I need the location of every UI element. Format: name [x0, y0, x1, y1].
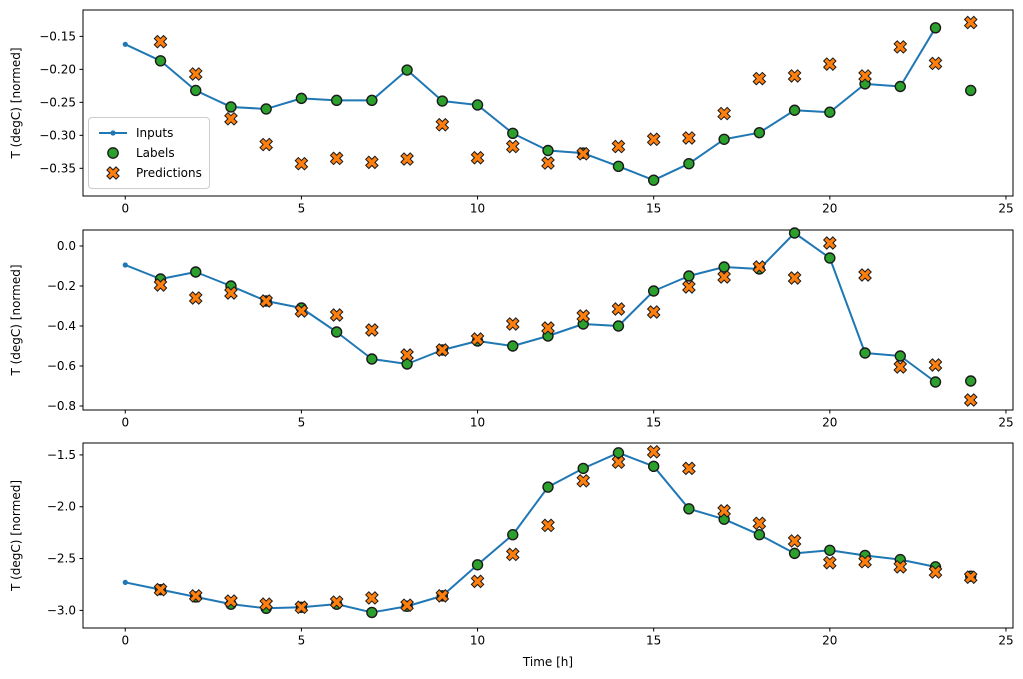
legend-item-predictions: Predictions [97, 163, 202, 183]
x-tick-label: 20 [822, 416, 837, 430]
x-tick-label: 5 [298, 202, 306, 216]
x-axis-label: Time [h] [522, 655, 573, 669]
labels-scatter [154, 447, 977, 619]
y-axis-label: T (degC) [normed] [9, 47, 23, 159]
y-tick-label: −0.6 [47, 359, 76, 373]
predictions-scatter [153, 15, 978, 171]
labels-scatter [154, 227, 977, 388]
x-tick-label: 20 [822, 202, 837, 216]
x-tick-label: 10 [470, 634, 485, 648]
x-tick-label: 10 [470, 416, 485, 430]
y-axis-label: T (degC) [normed] [9, 480, 23, 592]
subplot-3-axes [82, 442, 1014, 629]
x-tick-label: 25 [998, 202, 1013, 216]
x-tick-label: 15 [646, 634, 661, 648]
x-tick-label: 10 [470, 202, 485, 216]
y-tick-label: −0.15 [39, 29, 76, 43]
y-axis-label: T (degC) [normed] [9, 264, 23, 376]
subplot-3: 0 5 10 15 20 25 −1.5 −2.0 −2.5 −3.0 T (degC) [norm… [9, 442, 1014, 648]
y-tick-label: −2.0 [47, 500, 76, 514]
legend-label-inputs: Inputs [136, 126, 174, 140]
x-tick-label: 0 [121, 416, 129, 430]
subplot-1-axes [82, 9, 1014, 197]
y-tick-label: −0.35 [39, 161, 76, 175]
subplot-2-axes [82, 229, 1014, 411]
x-tick-label: 5 [298, 634, 306, 648]
y-tick-label: −0.25 [39, 95, 76, 109]
x-tick-label: 0 [121, 202, 129, 216]
labels-scatter [154, 22, 977, 186]
y-tick-label: −0.20 [39, 62, 76, 76]
subplot-1: 0 5 10 15 20 25 −0.15 −0.20 −0.25 −0.30 −0.35 T (de… [9, 9, 1014, 216]
legend-label-predictions: Predictions [136, 166, 202, 180]
legend-label-labels: Labels [136, 146, 175, 160]
x-axis-ticks: 0 5 10 15 20 25 [121, 196, 1014, 216]
labels-circle-icon [107, 147, 119, 159]
legend: Inputs Labels Predictions [88, 117, 210, 189]
y-axis-ticks: −1.5 −2.0 −2.5 −3.0 [47, 448, 83, 617]
inputs-line-icon [99, 130, 127, 136]
x-tick-label: 25 [998, 416, 1013, 430]
x-tick-label: 25 [998, 634, 1013, 648]
inputs-line [122, 450, 939, 616]
y-tick-label: −0.30 [39, 128, 76, 142]
y-tick-label: −3.0 [47, 603, 76, 617]
y-tick-label: −0.4 [47, 319, 76, 333]
legend-item-inputs: Inputs [97, 123, 200, 143]
y-axis-ticks: 0.0 −0.2 −0.4 −0.6 −0.8 [47, 239, 83, 413]
subplot-2: 0 5 10 15 20 25 0.0 −0.2 −0.4 −0.6 −0.8 T (degC) [n… [9, 227, 1014, 430]
predictions-x-icon [106, 166, 120, 180]
y-tick-label: −1.5 [47, 448, 76, 462]
y-tick-label: −0.8 [47, 399, 76, 413]
x-tick-label: 15 [646, 416, 661, 430]
legend-item-labels: Labels [97, 143, 200, 163]
x-axis-ticks: 0 5 10 15 20 25 [121, 628, 1014, 648]
inputs-line [122, 230, 939, 385]
x-tick-label: 15 [646, 202, 661, 216]
x-tick-label: 0 [121, 634, 129, 648]
x-axis-ticks: 0 5 10 15 20 25 [121, 410, 1014, 430]
y-tick-label: 0.0 [57, 239, 76, 253]
predictions-scatter [153, 236, 978, 407]
predictions-scatter [153, 444, 978, 615]
y-tick-label: −2.5 [47, 552, 76, 566]
x-tick-label: 20 [822, 634, 837, 648]
x-tick-label: 5 [298, 416, 306, 430]
inputs-line [122, 25, 939, 183]
y-axis-ticks: −0.15 −0.20 −0.25 −0.30 −0.35 [39, 29, 83, 175]
y-tick-label: −0.2 [47, 279, 76, 293]
